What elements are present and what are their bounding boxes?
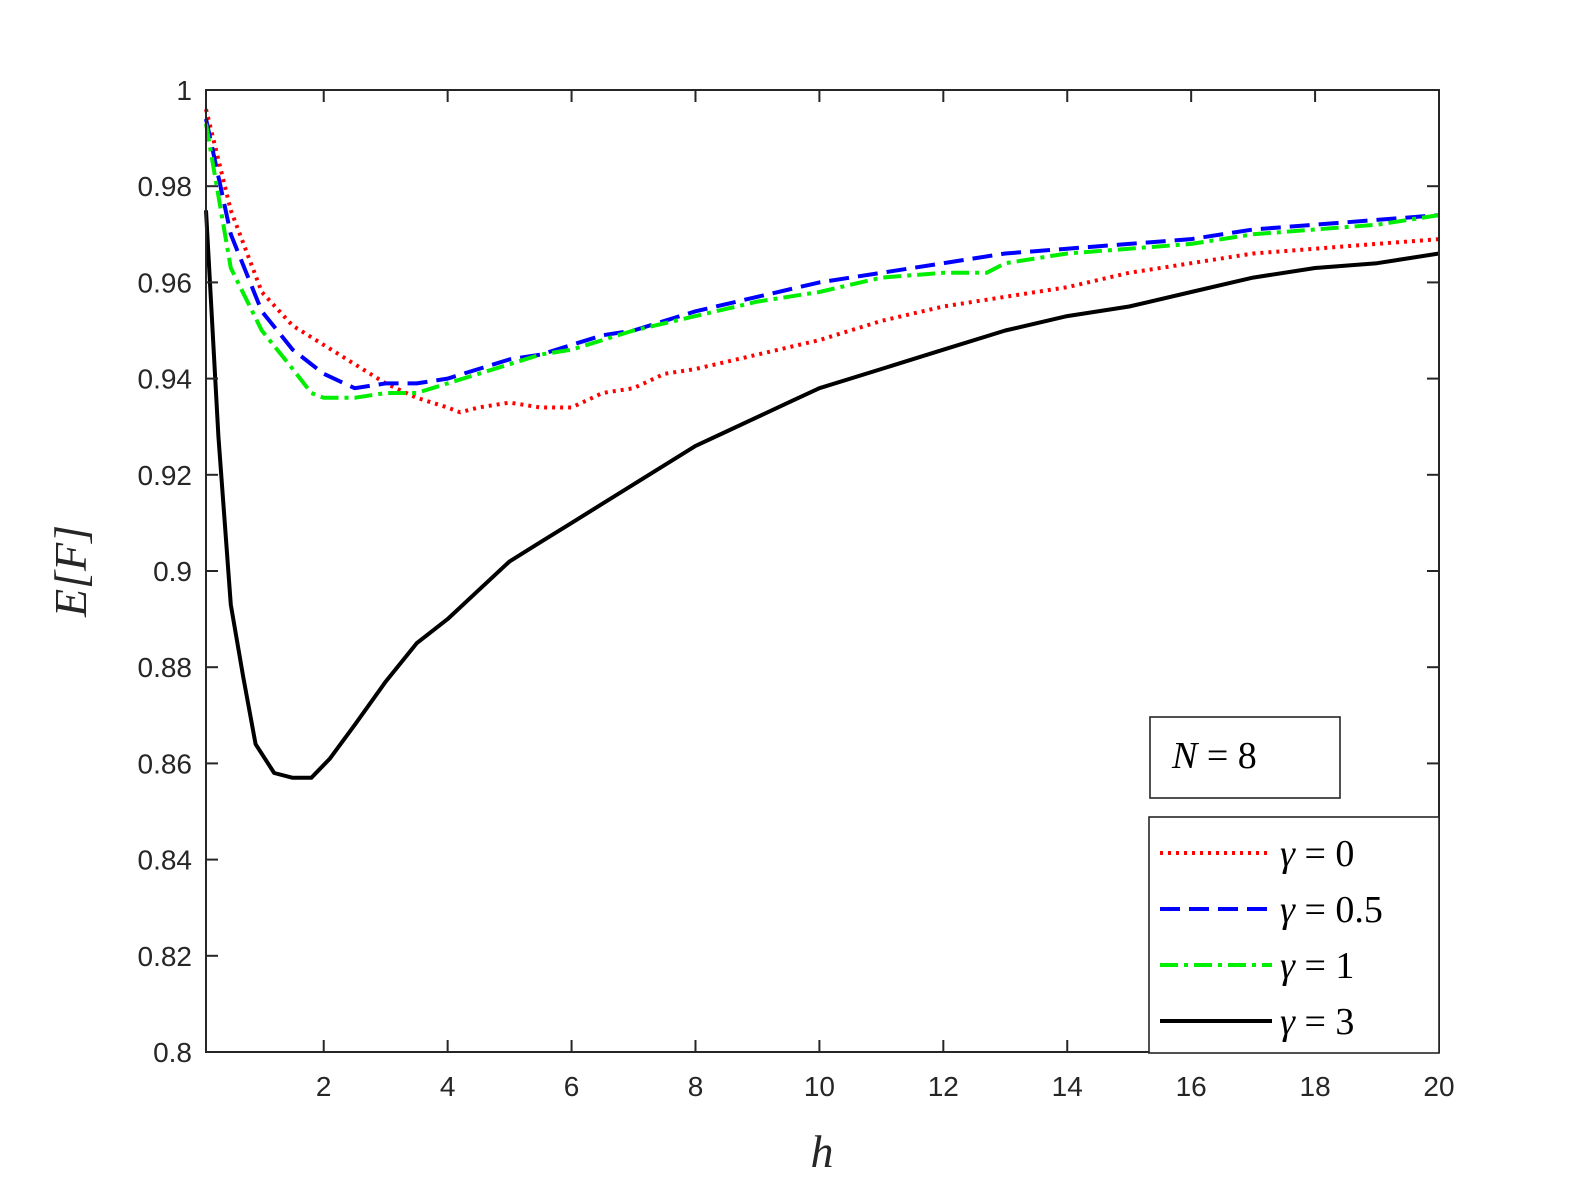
y-tick-label: 1 (176, 75, 192, 106)
x-tick-label: 16 (1176, 1071, 1207, 1102)
y-tick-label: 0.8 (153, 1037, 192, 1068)
x-axis: 2 4 6 8 10 12 14 16 18 20 (316, 90, 1455, 1102)
legend-label-0: γ = 0 (1280, 833, 1354, 875)
x-tick-label: 2 (316, 1071, 332, 1102)
y-tick-label: 0.98 (138, 171, 193, 202)
x-tick-label: 6 (564, 1071, 580, 1102)
svg-text:N = 8: N = 8 (1171, 735, 1257, 777)
legend-label-3: γ = 3 (1280, 1001, 1354, 1043)
legend-label-1: γ = 0.5 (1280, 889, 1383, 931)
y-tick-label: 0.86 (138, 748, 193, 779)
legend-label-2: γ = 1 (1280, 945, 1354, 987)
series-line-3 (204, 210, 1440, 780)
x-tick-label: 14 (1052, 1071, 1083, 1102)
x-tick-label: 20 (1423, 1071, 1454, 1102)
annotation-box: N = 8 (1149, 716, 1341, 799)
annotation-value: = 8 (1197, 735, 1256, 777)
plot-lines (204, 108, 1440, 780)
x-axis-label: h (811, 1126, 834, 1177)
legend-box (1148, 816, 1440, 1054)
y-axis: 0.8 0.82 0.84 0.86 0.88 0.9 0.92 0.94 0.96 0.98 1 (138, 75, 1439, 1068)
y-tick-label: 0.94 (138, 364, 193, 395)
y-tick-label: 0.9 (153, 556, 192, 587)
y-tick-label: 0.82 (138, 941, 193, 972)
y-tick-label: 0.96 (138, 267, 193, 298)
series-line-0 (204, 108, 1440, 415)
y-axis-label: E[F] (45, 525, 96, 618)
series-line-2 (204, 123, 1440, 400)
x-tick-label: 4 (440, 1071, 456, 1102)
y-tick-label: 0.92 (138, 460, 193, 491)
y-tick-label: 0.88 (138, 652, 193, 683)
legend: γ = 0 γ = 0.5 γ = 1 γ = 3 (1148, 816, 1440, 1054)
annotation-variable: N (1171, 735, 1200, 777)
series-line-1 (204, 118, 1440, 391)
x-tick-label: 10 (804, 1071, 835, 1102)
y-tick-label: 0.84 (138, 845, 193, 876)
x-tick-label: 12 (928, 1071, 959, 1102)
x-tick-label: 8 (688, 1071, 704, 1102)
x-tick-label: 18 (1300, 1071, 1331, 1102)
